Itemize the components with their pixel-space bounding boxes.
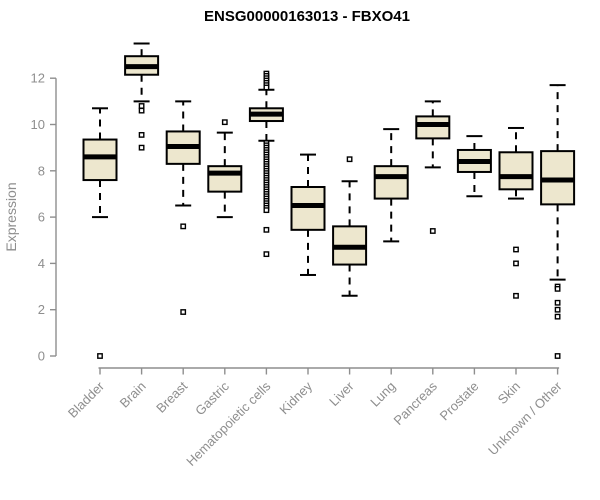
box-gastric <box>207 119 243 219</box>
outlier-point <box>138 103 145 109</box>
iqr-box <box>207 165 243 193</box>
outlier-point <box>554 285 561 292</box>
outlier-point <box>263 84 270 91</box>
outlier-point <box>180 223 187 230</box>
box-brain <box>124 42 160 151</box>
y-tick-label: 10 <box>31 117 45 132</box>
box-unknown-other <box>540 84 576 359</box>
x-category-label: Prostate <box>437 379 482 424</box>
iqr-box <box>415 115 451 140</box>
chart-title: ENSG00000163013 - FBXO41 <box>204 8 410 25</box>
iqr-box <box>82 138 118 182</box>
box-bladder <box>82 107 118 359</box>
y-tick-label: 4 <box>38 256 45 271</box>
outlier-point <box>554 353 561 359</box>
iqr-box <box>498 151 534 191</box>
box-skin <box>498 126 534 299</box>
y-tick-label: 0 <box>38 349 45 364</box>
x-category-label: Gastric <box>192 378 232 418</box>
box-breast <box>165 100 201 315</box>
iqr-box <box>373 165 409 200</box>
iqr-box <box>290 186 326 231</box>
outlier-point <box>221 119 228 126</box>
y-tick-label: 8 <box>38 163 45 178</box>
outlier-point <box>180 309 187 315</box>
outlier-point <box>554 313 561 320</box>
box-lung <box>373 128 409 243</box>
x-category-label: Liver <box>326 378 357 409</box>
outlier-point <box>429 228 436 234</box>
x-category-label: Unknown / Other <box>485 378 565 458</box>
outlier-point <box>513 246 519 253</box>
x-category-label: Skin <box>495 379 523 407</box>
outlier-point <box>346 156 353 163</box>
outlier-point <box>513 292 519 299</box>
outlier-point <box>554 299 561 306</box>
x-category-label: Pancreas <box>390 378 440 428</box>
y-axis-label: Expression <box>3 182 19 251</box>
x-category-label: Breast <box>153 378 190 415</box>
boxplot-series <box>82 42 576 359</box>
x-category-label: Lung <box>367 379 398 410</box>
outlier-point <box>263 207 270 214</box>
y-tick-label: 6 <box>38 210 45 225</box>
box-prostate <box>456 135 492 198</box>
outlier-point <box>554 306 561 313</box>
y-tick-label: 2 <box>38 302 45 317</box>
outlier-point <box>138 132 145 138</box>
x-category-label: Kidney <box>276 378 315 417</box>
outlier-point <box>263 226 270 233</box>
outlier-point <box>138 144 145 151</box>
box-hematopoietic-cells <box>248 70 284 258</box>
outlier-point <box>513 260 519 267</box>
outlier-point <box>263 251 270 258</box>
outlier-point <box>138 107 145 114</box>
y-tick-label: 12 <box>31 71 45 86</box>
box-pancreas <box>415 100 451 234</box>
outlier-point <box>97 353 103 359</box>
x-category-label: Bladder <box>65 378 108 421</box>
box-liver <box>332 156 368 297</box>
x-category-label: Brain <box>117 379 149 411</box>
box-kidney <box>290 153 326 276</box>
